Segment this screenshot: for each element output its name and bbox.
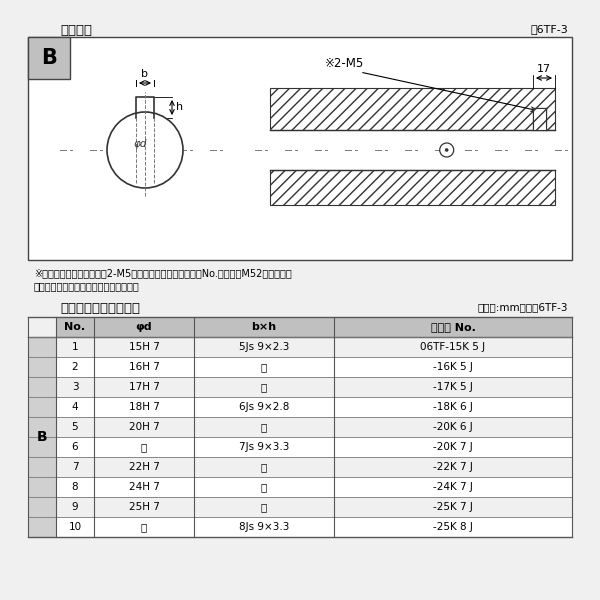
Text: 6: 6 xyxy=(71,442,79,452)
Text: 17H 7: 17H 7 xyxy=(128,382,160,392)
Bar xyxy=(56,457,572,477)
Bar xyxy=(533,108,546,130)
Text: 〃: 〃 xyxy=(261,462,267,472)
Bar xyxy=(56,337,572,357)
Text: 9: 9 xyxy=(71,502,79,512)
Bar xyxy=(270,88,555,130)
Text: 8: 8 xyxy=(71,482,79,492)
Text: 1: 1 xyxy=(71,342,79,352)
Text: 〃: 〃 xyxy=(261,422,267,432)
Text: -17K 5 J: -17K 5 J xyxy=(433,382,473,392)
Bar xyxy=(28,337,56,537)
Text: 〃: 〃 xyxy=(261,362,267,372)
Text: 06TF-15K 5 J: 06TF-15K 5 J xyxy=(421,342,485,352)
Text: b: b xyxy=(142,69,149,79)
Text: 7Js 9×3.3: 7Js 9×3.3 xyxy=(239,442,289,452)
Text: h: h xyxy=(176,103,183,113)
Text: φd: φd xyxy=(133,139,147,149)
Bar xyxy=(28,37,70,79)
Text: 〃: 〃 xyxy=(261,382,267,392)
Text: -20K 7 J: -20K 7 J xyxy=(433,442,473,452)
Text: b×h: b×h xyxy=(251,322,277,332)
Text: -20K 6 J: -20K 6 J xyxy=(433,422,473,432)
Text: 2: 2 xyxy=(71,362,79,372)
Text: B: B xyxy=(41,48,57,68)
Bar xyxy=(56,437,572,457)
Bar xyxy=(270,170,555,205)
Text: φd: φd xyxy=(136,322,152,332)
Text: 5: 5 xyxy=(71,422,79,432)
Text: 17: 17 xyxy=(537,64,551,74)
Circle shape xyxy=(107,112,183,188)
Bar xyxy=(56,317,572,337)
Bar xyxy=(56,477,572,497)
Text: 25H 7: 25H 7 xyxy=(128,502,160,512)
Bar xyxy=(533,108,546,130)
Text: 6Js 9×2.8: 6Js 9×2.8 xyxy=(239,402,289,412)
Text: 〃: 〃 xyxy=(261,502,267,512)
Text: 〃: 〃 xyxy=(141,522,147,532)
Bar xyxy=(56,497,572,517)
Text: 18H 7: 18H 7 xyxy=(128,402,160,412)
Text: -24K 7 J: -24K 7 J xyxy=(433,482,473,492)
Text: 10: 10 xyxy=(68,522,82,532)
Text: 15H 7: 15H 7 xyxy=(128,342,160,352)
Text: -22K 7 J: -22K 7 J xyxy=(433,462,473,472)
Text: -25K 7 J: -25K 7 J xyxy=(433,502,473,512)
Circle shape xyxy=(440,143,454,157)
Text: 24H 7: 24H 7 xyxy=(128,482,160,492)
Text: -25K 8 J: -25K 8 J xyxy=(433,522,473,532)
Text: 7: 7 xyxy=(71,462,79,472)
Text: 〃: 〃 xyxy=(141,442,147,452)
Bar xyxy=(56,417,572,437)
Bar xyxy=(56,397,572,417)
Text: 囶6TF-3: 囶6TF-3 xyxy=(530,24,568,34)
Circle shape xyxy=(445,148,449,152)
Bar xyxy=(56,377,572,397)
Text: 22H 7: 22H 7 xyxy=(128,462,160,472)
Text: コード No.: コード No. xyxy=(431,322,475,332)
Bar xyxy=(28,37,572,260)
Text: ※セットボルト用タップ（2-M5）が必要な場合は右記コーNo.の末尾にM52を付ける。: ※セットボルト用タップ（2-M5）が必要な場合は右記コーNo.の末尾にM52を付… xyxy=(34,268,292,278)
Text: B: B xyxy=(37,430,47,444)
Text: 8Js 9×3.3: 8Js 9×3.3 xyxy=(239,522,289,532)
Text: 5Js 9×2.3: 5Js 9×2.3 xyxy=(239,342,289,352)
Bar xyxy=(56,517,572,537)
Text: （単位:mm）　表6TF-3: （単位:mm） 表6TF-3 xyxy=(478,302,568,312)
Bar xyxy=(56,357,572,377)
Text: No.: No. xyxy=(64,322,86,332)
Text: 〃: 〃 xyxy=(261,482,267,492)
Text: -16K 5 J: -16K 5 J xyxy=(433,362,473,372)
Text: 4: 4 xyxy=(71,402,79,412)
Text: ※2-M5: ※2-M5 xyxy=(325,57,364,70)
Text: （セットボルトは付属されています。）: （セットボルトは付属されています。） xyxy=(34,281,140,291)
Text: 3: 3 xyxy=(71,382,79,392)
Text: -18K 6 J: -18K 6 J xyxy=(433,402,473,412)
Text: 軸穴形状コード一覧表: 軸穴形状コード一覧表 xyxy=(60,302,140,315)
Text: 20H 7: 20H 7 xyxy=(128,422,160,432)
Text: 軸穴形状: 軸穴形状 xyxy=(60,24,92,37)
Text: 16H 7: 16H 7 xyxy=(128,362,160,372)
